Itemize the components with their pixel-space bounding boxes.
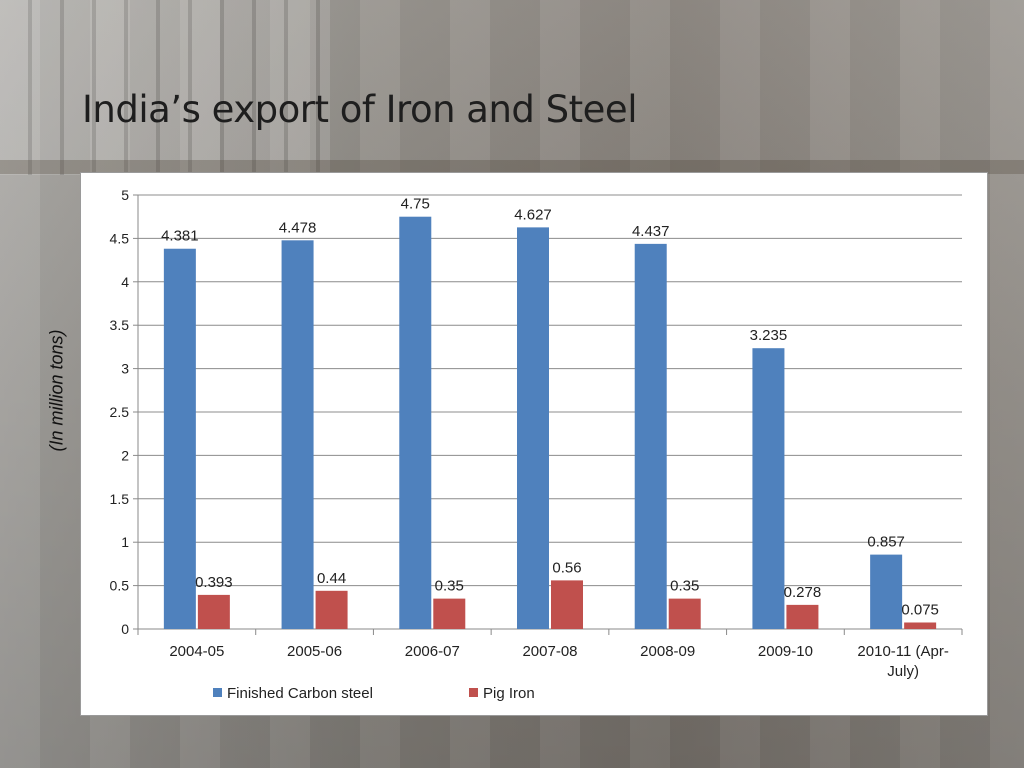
y-tick-label: 0 <box>121 621 129 637</box>
x-tick-label-line: 2006-07 <box>405 643 460 660</box>
y-tick-label: 3.5 <box>110 317 130 333</box>
x-tick-label: 2007-08 <box>522 643 577 660</box>
y-tick-label: 4.5 <box>110 230 130 246</box>
data-label: 4.437 <box>632 223 670 240</box>
legend-swatch <box>469 688 478 697</box>
x-tick-label: 2005-06 <box>287 643 342 660</box>
x-tick-label: 2009-10 <box>758 643 813 660</box>
y-tick-label: 3 <box>121 361 129 377</box>
bar-pig-iron <box>668 598 701 629</box>
data-label: 4.381 <box>161 228 199 245</box>
bar-pig-iron <box>433 598 466 629</box>
legend-label: Pig Iron <box>483 685 535 702</box>
background-beam <box>0 160 1024 174</box>
legend-label: Finished Carbon steel <box>227 685 373 702</box>
bar-finished-carbon-steel <box>634 243 667 629</box>
data-label: 4.478 <box>279 219 317 236</box>
x-tick-label: 2010-11 (Apr- July) <box>857 643 948 680</box>
x-tick-label: 2008-09 <box>640 643 695 660</box>
bar-finished-carbon-steel <box>399 216 432 629</box>
x-tick-label-line: 2008-09 <box>640 643 695 660</box>
y-tick-label: 5 <box>121 187 129 203</box>
bar-finished-carbon-steel <box>752 348 785 629</box>
bar-finished-carbon-steel <box>870 554 903 629</box>
data-label: 4.75 <box>401 196 430 213</box>
data-label: 3.235 <box>750 327 788 344</box>
y-tick-label: 4 <box>121 274 129 290</box>
y-tick-label: 2.5 <box>110 404 130 420</box>
x-tick-label-line: 2005-06 <box>287 643 342 660</box>
y-tick-label: 2 <box>121 447 129 463</box>
data-label: 0.35 <box>670 578 699 595</box>
y-axis-label-text: (In million tons) <box>46 328 67 452</box>
data-label: 0.35 <box>435 578 464 595</box>
data-label: 0.857 <box>867 534 905 551</box>
x-tick-label: 2004-05 <box>169 643 224 660</box>
slide-title: India’s export of Iron and Steel <box>82 88 637 131</box>
bar-pig-iron <box>315 590 348 629</box>
bar-pig-iron <box>551 580 583 629</box>
data-label: 4.627 <box>514 206 552 223</box>
legend-swatch <box>213 688 222 697</box>
bar-pig-iron <box>786 604 819 629</box>
x-tick-label-line: 2010-11 (Apr- <box>857 643 948 660</box>
data-label: 0.278 <box>784 584 822 601</box>
chart-panel: 0 0.5 1 1.5 2 2.5 3 3.5 4 4.5 5 4.381 0.393 2004-05 4.… <box>80 172 988 716</box>
x-tick-label-line: 2009-10 <box>758 643 813 660</box>
data-label: 0.075 <box>901 601 939 618</box>
bar-finished-carbon-steel <box>517 227 549 629</box>
y-tick-label: 0.5 <box>110 578 130 594</box>
background-window <box>0 0 330 175</box>
x-tick-label: 2006-07 <box>405 643 460 660</box>
bar-finished-carbon-steel <box>163 248 196 630</box>
y-tick-label: 1.5 <box>110 491 130 507</box>
x-tick-label-line: 2004-05 <box>169 643 224 660</box>
bar-chart: 0 0.5 1 1.5 2 2.5 3 3.5 4 4.5 5 4.381 0.393 2004-05 4.… <box>110 187 963 702</box>
y-tick-label: 1 <box>121 534 129 550</box>
bar-pig-iron <box>197 594 230 629</box>
data-label: 0.44 <box>317 570 346 587</box>
x-tick-label-line: 2007-08 <box>522 643 577 660</box>
x-tick-label-line: July) <box>887 663 919 680</box>
bar-finished-carbon-steel <box>281 240 314 629</box>
bar-pig-iron <box>904 622 937 629</box>
data-label: 0.393 <box>195 574 233 591</box>
data-label: 0.56 <box>552 559 581 576</box>
